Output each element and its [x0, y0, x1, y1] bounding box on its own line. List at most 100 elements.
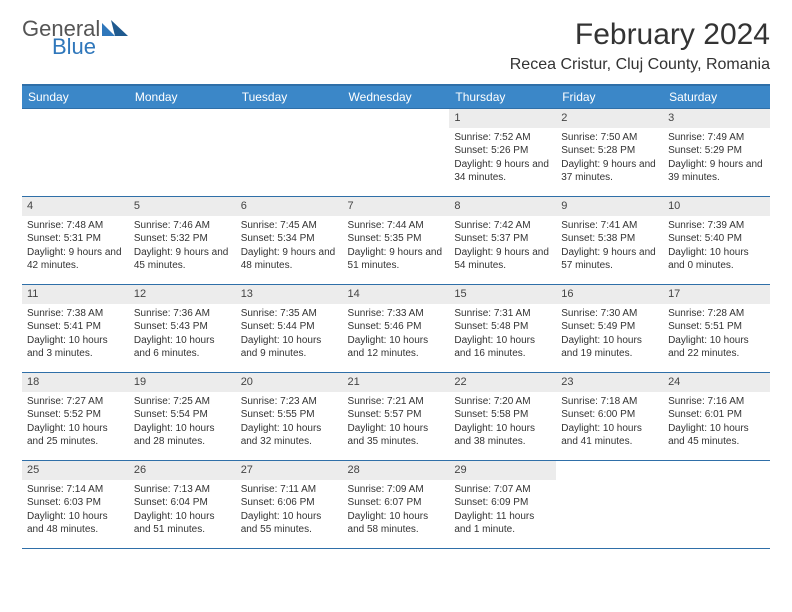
weekday-header: Wednesday	[343, 85, 450, 109]
sunrise-text: Sunrise: 7:41 AM	[561, 219, 658, 233]
sunrise-text: Sunrise: 7:49 AM	[668, 131, 765, 145]
day-number: 27	[236, 461, 343, 480]
sunset-text: Sunset: 6:00 PM	[561, 408, 658, 422]
sunset-text: Sunset: 6:06 PM	[241, 496, 338, 510]
daylight-text: Daylight: 10 hours and 45 minutes.	[668, 422, 765, 449]
location: Recea Cristur, Cluj County, Romania	[510, 56, 770, 74]
sunrise-text: Sunrise: 7:45 AM	[241, 219, 338, 233]
sunset-text: Sunset: 5:46 PM	[348, 320, 445, 334]
calendar-day-cell: 29Sunrise: 7:07 AMSunset: 6:09 PMDayligh…	[449, 461, 556, 549]
day-number: 20	[236, 373, 343, 392]
sunrise-text: Sunrise: 7:42 AM	[454, 219, 551, 233]
day-details: Sunrise: 7:11 AMSunset: 6:06 PMDaylight:…	[236, 480, 343, 541]
calendar-day-cell	[236, 109, 343, 197]
calendar-header-row: SundayMondayTuesdayWednesdayThursdayFrid…	[22, 85, 770, 109]
calendar-day-cell: 21Sunrise: 7:21 AMSunset: 5:57 PMDayligh…	[343, 373, 450, 461]
daylight-text: Daylight: 10 hours and 35 minutes.	[348, 422, 445, 449]
sunrise-text: Sunrise: 7:44 AM	[348, 219, 445, 233]
daylight-text: Daylight: 9 hours and 42 minutes.	[27, 246, 124, 273]
day-details: Sunrise: 7:20 AMSunset: 5:58 PMDaylight:…	[449, 392, 556, 453]
day-number: 23	[556, 373, 663, 392]
daylight-text: Daylight: 10 hours and 58 minutes.	[348, 510, 445, 537]
calendar-day-cell: 22Sunrise: 7:20 AMSunset: 5:58 PMDayligh…	[449, 373, 556, 461]
calendar-day-cell	[129, 109, 236, 197]
calendar-day-cell: 19Sunrise: 7:25 AMSunset: 5:54 PMDayligh…	[129, 373, 236, 461]
weekday-header: Monday	[129, 85, 236, 109]
day-number: 8	[449, 197, 556, 216]
calendar-day-cell: 18Sunrise: 7:27 AMSunset: 5:52 PMDayligh…	[22, 373, 129, 461]
sunset-text: Sunset: 5:43 PM	[134, 320, 231, 334]
sunrise-text: Sunrise: 7:23 AM	[241, 395, 338, 409]
day-number: 13	[236, 285, 343, 304]
sunrise-text: Sunrise: 7:18 AM	[561, 395, 658, 409]
calendar-day-cell: 13Sunrise: 7:35 AMSunset: 5:44 PMDayligh…	[236, 285, 343, 373]
calendar-day-cell: 27Sunrise: 7:11 AMSunset: 6:06 PMDayligh…	[236, 461, 343, 549]
day-details: Sunrise: 7:36 AMSunset: 5:43 PMDaylight:…	[129, 304, 236, 365]
calendar-day-cell: 8Sunrise: 7:42 AMSunset: 5:37 PMDaylight…	[449, 197, 556, 285]
daylight-text: Daylight: 9 hours and 37 minutes.	[561, 158, 658, 185]
calendar-day-cell: 5Sunrise: 7:46 AMSunset: 5:32 PMDaylight…	[129, 197, 236, 285]
daylight-text: Daylight: 10 hours and 22 minutes.	[668, 334, 765, 361]
day-number: 11	[22, 285, 129, 304]
daylight-text: Daylight: 9 hours and 54 minutes.	[454, 246, 551, 273]
day-details: Sunrise: 7:50 AMSunset: 5:28 PMDaylight:…	[556, 128, 663, 189]
calendar-day-cell: 1Sunrise: 7:52 AMSunset: 5:26 PMDaylight…	[449, 109, 556, 197]
day-details: Sunrise: 7:52 AMSunset: 5:26 PMDaylight:…	[449, 128, 556, 189]
day-details: Sunrise: 7:35 AMSunset: 5:44 PMDaylight:…	[236, 304, 343, 365]
header: General Blue February 2024 Recea Cristur…	[22, 18, 770, 74]
day-details: Sunrise: 7:27 AMSunset: 5:52 PMDaylight:…	[22, 392, 129, 453]
day-number: 21	[343, 373, 450, 392]
weekday-header: Saturday	[663, 85, 770, 109]
month-title: February 2024	[510, 18, 770, 52]
day-number: 24	[663, 373, 770, 392]
day-details: Sunrise: 7:30 AMSunset: 5:49 PMDaylight:…	[556, 304, 663, 365]
day-details: Sunrise: 7:31 AMSunset: 5:48 PMDaylight:…	[449, 304, 556, 365]
sunrise-text: Sunrise: 7:48 AM	[27, 219, 124, 233]
day-details: Sunrise: 7:28 AMSunset: 5:51 PMDaylight:…	[663, 304, 770, 365]
day-details: Sunrise: 7:14 AMSunset: 6:03 PMDaylight:…	[22, 480, 129, 541]
daylight-text: Daylight: 10 hours and 19 minutes.	[561, 334, 658, 361]
day-details: Sunrise: 7:48 AMSunset: 5:31 PMDaylight:…	[22, 216, 129, 277]
day-details: Sunrise: 7:16 AMSunset: 6:01 PMDaylight:…	[663, 392, 770, 453]
day-details: Sunrise: 7:09 AMSunset: 6:07 PMDaylight:…	[343, 480, 450, 541]
day-details: Sunrise: 7:21 AMSunset: 5:57 PMDaylight:…	[343, 392, 450, 453]
sunrise-text: Sunrise: 7:33 AM	[348, 307, 445, 321]
day-details: Sunrise: 7:44 AMSunset: 5:35 PMDaylight:…	[343, 216, 450, 277]
day-details: Sunrise: 7:39 AMSunset: 5:40 PMDaylight:…	[663, 216, 770, 277]
day-number: 6	[236, 197, 343, 216]
calendar-day-cell: 7Sunrise: 7:44 AMSunset: 5:35 PMDaylight…	[343, 197, 450, 285]
daylight-text: Daylight: 9 hours and 57 minutes.	[561, 246, 658, 273]
daylight-text: Daylight: 9 hours and 34 minutes.	[454, 158, 551, 185]
calendar-day-cell	[343, 109, 450, 197]
calendar-day-cell: 24Sunrise: 7:16 AMSunset: 6:01 PMDayligh…	[663, 373, 770, 461]
daylight-text: Daylight: 9 hours and 48 minutes.	[241, 246, 338, 273]
sunrise-text: Sunrise: 7:20 AM	[454, 395, 551, 409]
calendar-day-cell: 2Sunrise: 7:50 AMSunset: 5:28 PMDaylight…	[556, 109, 663, 197]
calendar-table: SundayMondayTuesdayWednesdayThursdayFrid…	[22, 84, 770, 549]
sunset-text: Sunset: 5:41 PM	[27, 320, 124, 334]
day-details: Sunrise: 7:33 AMSunset: 5:46 PMDaylight:…	[343, 304, 450, 365]
sunset-text: Sunset: 5:38 PM	[561, 232, 658, 246]
day-number: 28	[343, 461, 450, 480]
calendar-day-cell: 28Sunrise: 7:09 AMSunset: 6:07 PMDayligh…	[343, 461, 450, 549]
daylight-text: Daylight: 10 hours and 3 minutes.	[27, 334, 124, 361]
sunrise-text: Sunrise: 7:16 AM	[668, 395, 765, 409]
day-number: 5	[129, 197, 236, 216]
daylight-text: Daylight: 10 hours and 25 minutes.	[27, 422, 124, 449]
sunset-text: Sunset: 5:44 PM	[241, 320, 338, 334]
weekday-header: Friday	[556, 85, 663, 109]
sunset-text: Sunset: 5:54 PM	[134, 408, 231, 422]
sunset-text: Sunset: 5:52 PM	[27, 408, 124, 422]
calendar-week-row: 1Sunrise: 7:52 AMSunset: 5:26 PMDaylight…	[22, 109, 770, 197]
day-number: 3	[663, 109, 770, 128]
sunrise-text: Sunrise: 7:30 AM	[561, 307, 658, 321]
calendar-week-row: 18Sunrise: 7:27 AMSunset: 5:52 PMDayligh…	[22, 373, 770, 461]
calendar-day-cell: 15Sunrise: 7:31 AMSunset: 5:48 PMDayligh…	[449, 285, 556, 373]
sunset-text: Sunset: 5:49 PM	[561, 320, 658, 334]
sunrise-text: Sunrise: 7:13 AM	[134, 483, 231, 497]
sunset-text: Sunset: 5:57 PM	[348, 408, 445, 422]
sunset-text: Sunset: 6:01 PM	[668, 408, 765, 422]
daylight-text: Daylight: 10 hours and 38 minutes.	[454, 422, 551, 449]
sunrise-text: Sunrise: 7:35 AM	[241, 307, 338, 321]
sunrise-text: Sunrise: 7:38 AM	[27, 307, 124, 321]
